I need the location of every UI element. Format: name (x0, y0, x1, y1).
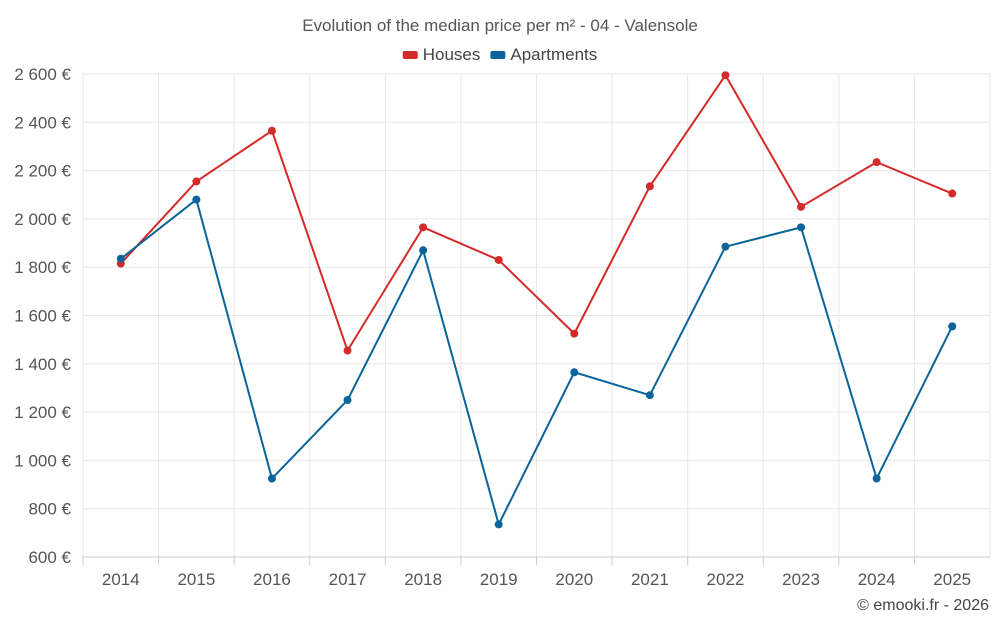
data-point-houses[interactable] (267, 126, 276, 135)
y-tick-label: 1 200 € (14, 403, 71, 422)
data-point-houses[interactable] (419, 223, 428, 232)
data-point-apartments[interactable] (419, 246, 428, 255)
data-point-apartments[interactable] (797, 223, 806, 232)
x-axis: 2014 2015 2016 2017 2018 2019 2020 2021 2022 2023… (82, 556, 990, 589)
chart-title: Evolution of the median price per m² - 0… (302, 16, 698, 35)
data-point-apartments[interactable] (721, 242, 730, 251)
data-point-apartments[interactable] (267, 474, 276, 483)
series-line-houses (120, 74, 953, 352)
y-tick-label: 1 600 € (14, 307, 71, 326)
data-point-apartments[interactable] (494, 520, 503, 529)
legend-label: Houses (423, 45, 481, 64)
data-point-houses[interactable] (948, 189, 957, 198)
y-tick-label: 1 800 € (14, 258, 71, 277)
legend-swatch (402, 51, 418, 59)
x-tick-label: 2014 (102, 570, 140, 589)
series-line-apartments (120, 198, 954, 526)
x-tick-label: 2016 (253, 570, 291, 589)
x-tick-label: 2017 (329, 570, 367, 589)
data-point-apartments[interactable] (116, 254, 125, 263)
legend: Houses Apartments (402, 45, 597, 64)
data-point-houses[interactable] (797, 202, 806, 211)
legend-item-apartments[interactable]: Apartments (490, 45, 597, 64)
credit-text: © emooki.fr - 2026 (857, 597, 989, 614)
y-tick-label: 2 200 € (14, 162, 71, 181)
legend-label: Apartments (510, 45, 597, 64)
y-tick-label: 800 € (28, 500, 71, 519)
legend-swatch (490, 51, 506, 59)
x-tick-label: 2015 (177, 570, 215, 589)
y-tick-label: 2 400 € (14, 113, 71, 132)
data-point-apartments[interactable] (872, 474, 881, 483)
data-point-houses[interactable] (721, 71, 730, 80)
data-point-apartments[interactable] (192, 195, 201, 204)
x-tick-label: 2023 (782, 570, 820, 589)
data-point-houses[interactable] (645, 182, 654, 191)
y-tick-label: 1 000 € (14, 451, 71, 470)
x-tick-label: 2021 (631, 570, 669, 589)
y-tick-label: 2 600 € (14, 65, 71, 84)
x-tick-label: 2018 (404, 570, 442, 589)
data-point-houses[interactable] (192, 177, 201, 186)
y-tick-label: 2 000 € (14, 210, 71, 229)
data-point-apartments[interactable] (570, 368, 579, 377)
data-point-houses[interactable] (343, 346, 352, 355)
series-layer (116, 71, 957, 529)
data-point-houses[interactable] (872, 158, 881, 167)
grid (82, 73, 991, 558)
x-tick-label: 2025 (933, 570, 971, 589)
data-point-houses[interactable] (570, 329, 579, 338)
x-tick-label: 2020 (555, 570, 593, 589)
data-point-houses[interactable] (494, 255, 503, 264)
x-tick-label: 2024 (858, 570, 896, 589)
y-tick-label: 600 € (28, 548, 71, 567)
series-apartments (116, 195, 957, 529)
legend-item-houses[interactable]: Houses (402, 45, 481, 64)
y-tick-label: 1 400 € (14, 355, 71, 374)
y-axis: 600 € 800 € 1 000 € 1 200 € 1 400 € 1 600 € 1 … (14, 65, 71, 567)
x-tick-label: 2022 (707, 570, 745, 589)
data-point-apartments[interactable] (645, 391, 654, 400)
x-tick-label: 2019 (480, 570, 518, 589)
data-point-apartments[interactable] (948, 322, 957, 331)
data-point-apartments[interactable] (343, 396, 352, 405)
